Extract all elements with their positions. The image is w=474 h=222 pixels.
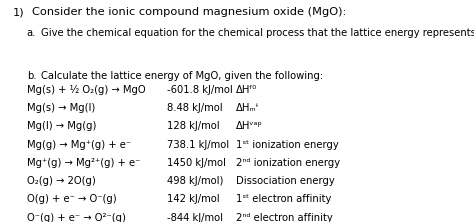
Text: Mg(s) → Mg(l): Mg(s) → Mg(l) (27, 103, 95, 113)
Text: ΔHᶠ⁰: ΔHᶠ⁰ (236, 85, 257, 95)
Text: a.: a. (27, 28, 36, 38)
Text: 1ˢᵗ ionization energy: 1ˢᵗ ionization energy (236, 140, 338, 150)
Text: b.: b. (27, 71, 36, 81)
Text: 498 kJ/mol): 498 kJ/mol) (167, 176, 223, 186)
Text: 142 kJ/mol: 142 kJ/mol (167, 194, 219, 204)
Text: 738.1 kJ/mol: 738.1 kJ/mol (167, 140, 229, 150)
Text: 8.48 kJ/mol: 8.48 kJ/mol (167, 103, 222, 113)
Text: 1): 1) (12, 7, 24, 17)
Text: -601.8 kJ/mol: -601.8 kJ/mol (167, 85, 232, 95)
Text: Calculate the lattice energy of MgO, given the following:: Calculate the lattice energy of MgO, giv… (41, 71, 323, 81)
Text: ΔHᵛᵃᵖ: ΔHᵛᵃᵖ (236, 121, 263, 131)
Text: Mg(l) → Mg(g): Mg(l) → Mg(g) (27, 121, 96, 131)
Text: 1450 kJ/mol: 1450 kJ/mol (167, 158, 226, 168)
Text: -844 kJ/mol: -844 kJ/mol (167, 212, 223, 222)
Text: 1ˢᵗ electron affinity: 1ˢᵗ electron affinity (236, 194, 331, 204)
Text: Mg(g) → Mg⁺(g) + e⁻: Mg(g) → Mg⁺(g) + e⁻ (27, 140, 131, 150)
Text: Dissociation energy: Dissociation energy (236, 176, 335, 186)
Text: O(g) + e⁻ → O⁻(g): O(g) + e⁻ → O⁻(g) (27, 194, 117, 204)
Text: Consider the ionic compound magnesium oxide (MgO):: Consider the ionic compound magnesium ox… (32, 7, 346, 17)
Text: Mg⁺(g) → Mg²⁺(g) + e⁻: Mg⁺(g) → Mg²⁺(g) + e⁻ (27, 158, 140, 168)
Text: Give the chemical equation for the chemical process that the lattice energy repr: Give the chemical equation for the chemi… (41, 28, 474, 38)
Text: O⁻(g) + e⁻ → O²⁻(g): O⁻(g) + e⁻ → O²⁻(g) (27, 212, 126, 222)
Text: 128 kJ/mol: 128 kJ/mol (167, 121, 219, 131)
Text: Mg(s) + ½ O₂(g) → MgO: Mg(s) + ½ O₂(g) → MgO (27, 85, 146, 95)
Text: O₂(g) → 2O(g): O₂(g) → 2O(g) (27, 176, 96, 186)
Text: ΔHₘᶤ: ΔHₘᶤ (236, 103, 259, 113)
Text: 2ⁿᵈ electron affinity: 2ⁿᵈ electron affinity (236, 212, 332, 222)
Text: 2ⁿᵈ ionization energy: 2ⁿᵈ ionization energy (236, 158, 340, 168)
